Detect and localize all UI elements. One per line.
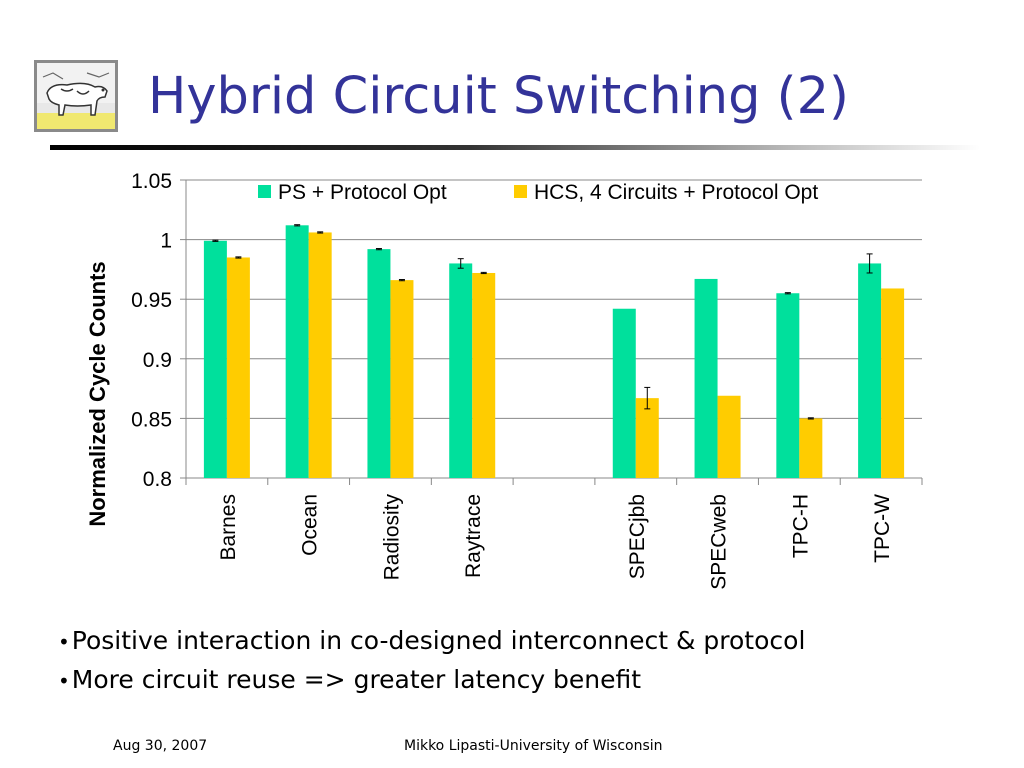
bullet-list: •Positive interaction in co-designed int… <box>58 622 805 700</box>
x-tick-label: Barnes <box>217 494 240 561</box>
bullet-text: Positive interaction in co-designed inte… <box>71 626 806 655</box>
y-tick-label: 1.05 <box>131 170 172 193</box>
x-tick-label: TPC-W <box>871 494 894 563</box>
bar <box>717 395 741 478</box>
bullet-marker: • <box>58 630 70 654</box>
bar <box>390 280 414 478</box>
bullet-item: •More circuit reuse => greater latency b… <box>58 661 805 700</box>
y-axis-title: Normalized Cycle Counts <box>85 261 110 526</box>
bullet-item: •Positive interaction in co-designed int… <box>58 622 805 661</box>
slide-title: Hybrid Circuit Switching (2) <box>148 67 849 126</box>
y-tick-label: 0.95 <box>131 289 172 312</box>
x-tick-label: Raytrace <box>462 494 485 578</box>
title-divider <box>50 145 980 150</box>
y-tick-label: 1 <box>160 230 172 253</box>
bar <box>881 288 905 478</box>
bar <box>449 263 473 478</box>
x-tick-label: TPC-H <box>789 494 812 558</box>
bar <box>472 272 496 478</box>
bar <box>635 398 659 478</box>
x-tick-label: Ocean <box>299 494 322 556</box>
footer-date: Aug 30, 2007 <box>113 738 208 754</box>
x-tick-label: SPECjbb <box>626 494 649 579</box>
y-tick-label: 0.9 <box>143 349 172 372</box>
bar <box>694 278 718 478</box>
legend-swatch <box>258 185 271 198</box>
bar <box>799 418 823 478</box>
legend-swatch <box>514 185 527 198</box>
cow-painting-icon <box>34 60 118 132</box>
legend-label: HCS, 4 Circuits + Protocol Opt <box>534 181 818 204</box>
bar <box>858 263 882 478</box>
y-tick-label: 0.8 <box>143 468 172 491</box>
bar <box>612 308 636 478</box>
bullet-marker: • <box>58 669 70 693</box>
bullet-text: More circuit reuse => greater latency be… <box>71 665 642 694</box>
bar <box>203 240 227 478</box>
bar <box>367 249 391 478</box>
bar <box>776 293 800 478</box>
bar <box>308 232 332 478</box>
x-tick-label: SPECweb <box>708 494 731 590</box>
bar-chart: 0.8 0.85 0.9 0.95 1 1.05 Barnes Ocean Radiosity R… <box>85 170 923 590</box>
footer-author: Mikko Lipasti-University of Wisconsin <box>404 738 663 754</box>
bar <box>285 225 309 478</box>
y-tick-label: 0.85 <box>131 408 172 431</box>
legend-label: PS + Protocol Opt <box>278 181 447 204</box>
bar <box>226 257 250 478</box>
x-tick-label: Radiosity <box>380 494 403 581</box>
